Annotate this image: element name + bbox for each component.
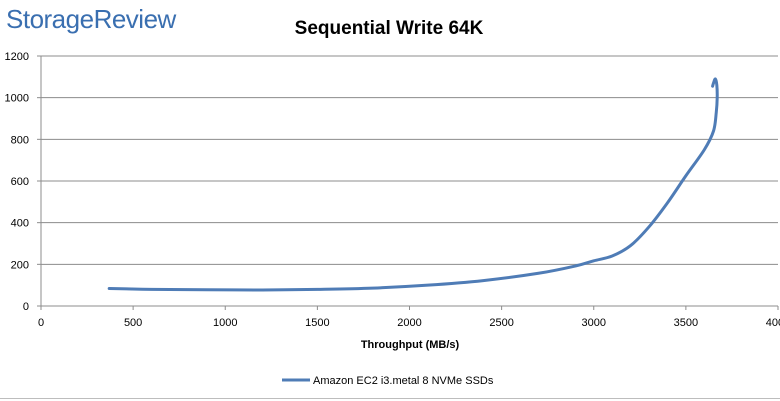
y-tick-labels: 0 200 400 600 800 1000 1200 xyxy=(5,51,29,313)
series-layer xyxy=(107,77,719,292)
x-tick-label: 2500 xyxy=(489,317,513,329)
series-line-0 xyxy=(107,77,719,292)
x-tick-label: 4000 xyxy=(766,317,780,329)
bottom-divider xyxy=(0,398,780,399)
y-tick-label: 800 xyxy=(11,134,29,146)
y-tick-label: 600 xyxy=(11,176,29,188)
y-tick-label: 1200 xyxy=(5,51,29,63)
axes xyxy=(37,55,779,310)
grid-lines xyxy=(41,55,778,265)
x-tick-label: 500 xyxy=(124,317,142,329)
x-tick-label: 3500 xyxy=(674,317,698,329)
x-tick-labels: 0 500 1000 1500 2000 2500 3000 3500 4000 xyxy=(38,317,780,329)
x-tick-label: 3000 xyxy=(582,317,606,329)
y-tick-label: 200 xyxy=(11,259,29,271)
chart-title: Sequential Write 64K xyxy=(295,18,484,39)
x-tick-label: 1500 xyxy=(305,317,329,329)
x-axis-label: Throughput (MB/s) xyxy=(361,339,460,351)
brand-logo: StorageReview xyxy=(6,4,177,34)
y-tick-label: 1000 xyxy=(5,93,29,105)
y-tick-label: 0 xyxy=(23,301,29,313)
legend: Amazon EC2 i3.metal 8 NVMe SSDs xyxy=(282,375,494,387)
x-tick-label: 1000 xyxy=(213,317,237,329)
y-tick-label: 400 xyxy=(11,218,29,230)
legend-label: Amazon EC2 i3.metal 8 NVMe SSDs xyxy=(313,375,494,387)
x-tick-label: 0 xyxy=(38,317,44,329)
x-tick-label: 2000 xyxy=(397,317,421,329)
